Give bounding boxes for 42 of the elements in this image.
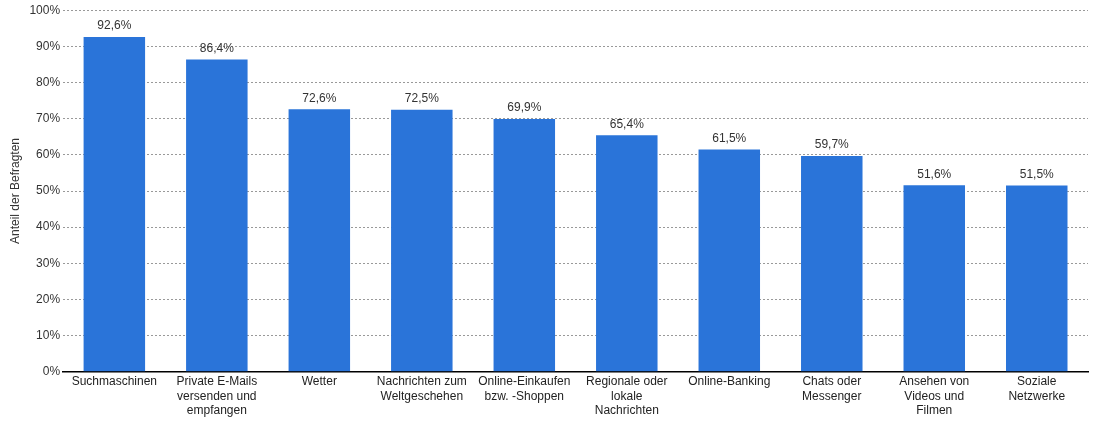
data-label: 65,4% — [609, 116, 645, 131]
bar — [493, 119, 556, 372]
y-tick-label: 20% — [36, 291, 61, 306]
y-tick-label: 70% — [36, 110, 61, 125]
data-label: 72,6% — [302, 90, 337, 105]
x-tick-label: Online-Einkaufen bzw. -Shoppen — [478, 374, 571, 403]
data-label: 72,5% — [404, 90, 440, 105]
x-tick-label: Soziale Netzwerke — [1008, 374, 1066, 403]
x-tick-label: Ansehen von Videos und Filmen — [899, 374, 970, 418]
data-label: 92,6% — [97, 18, 132, 33]
y-tick-label: 40% — [36, 219, 61, 234]
x-tick-label: Chats oder Messenger — [802, 374, 862, 403]
y-tick-label: 80% — [36, 74, 61, 89]
data-label: 69,9% — [507, 100, 542, 115]
bar — [801, 155, 863, 372]
bar — [83, 36, 146, 372]
y-tick-label: 100% — [29, 2, 61, 17]
data-label: 51,6% — [917, 166, 952, 181]
y-tick-label: 30% — [36, 255, 61, 270]
y-tick-label: 50% — [36, 183, 61, 198]
x-tick-label: Regionale oder lokale Nachrichten — [586, 374, 668, 418]
bar — [186, 59, 248, 372]
bar — [391, 109, 453, 372]
y-axis-title: Anteil der Befragten — [7, 137, 22, 245]
y-tick-label: 90% — [36, 38, 61, 53]
bar — [903, 185, 966, 372]
x-tick-label: Suchmaschinen — [71, 374, 158, 389]
y-tick-label: 10% — [36, 327, 61, 342]
bar — [596, 135, 658, 372]
bar — [698, 149, 761, 372]
data-label: 51,5% — [1019, 166, 1055, 181]
y-tick-label: 60% — [36, 147, 61, 162]
data-label: 86,4% — [199, 40, 235, 55]
bar — [288, 109, 351, 372]
x-tick-label: Private E-Mails versenden und empfangen — [176, 374, 258, 418]
data-label: 61,5% — [712, 130, 747, 145]
bar — [1006, 185, 1068, 372]
y-tick-label: 0% — [42, 364, 61, 379]
data-label: 59,7% — [814, 137, 850, 152]
x-tick-label: Online-Banking — [688, 374, 771, 389]
x-tick-label: Nachrichten zum Weltgeschehen — [376, 374, 467, 403]
x-tick-label: Wetter — [301, 374, 337, 389]
